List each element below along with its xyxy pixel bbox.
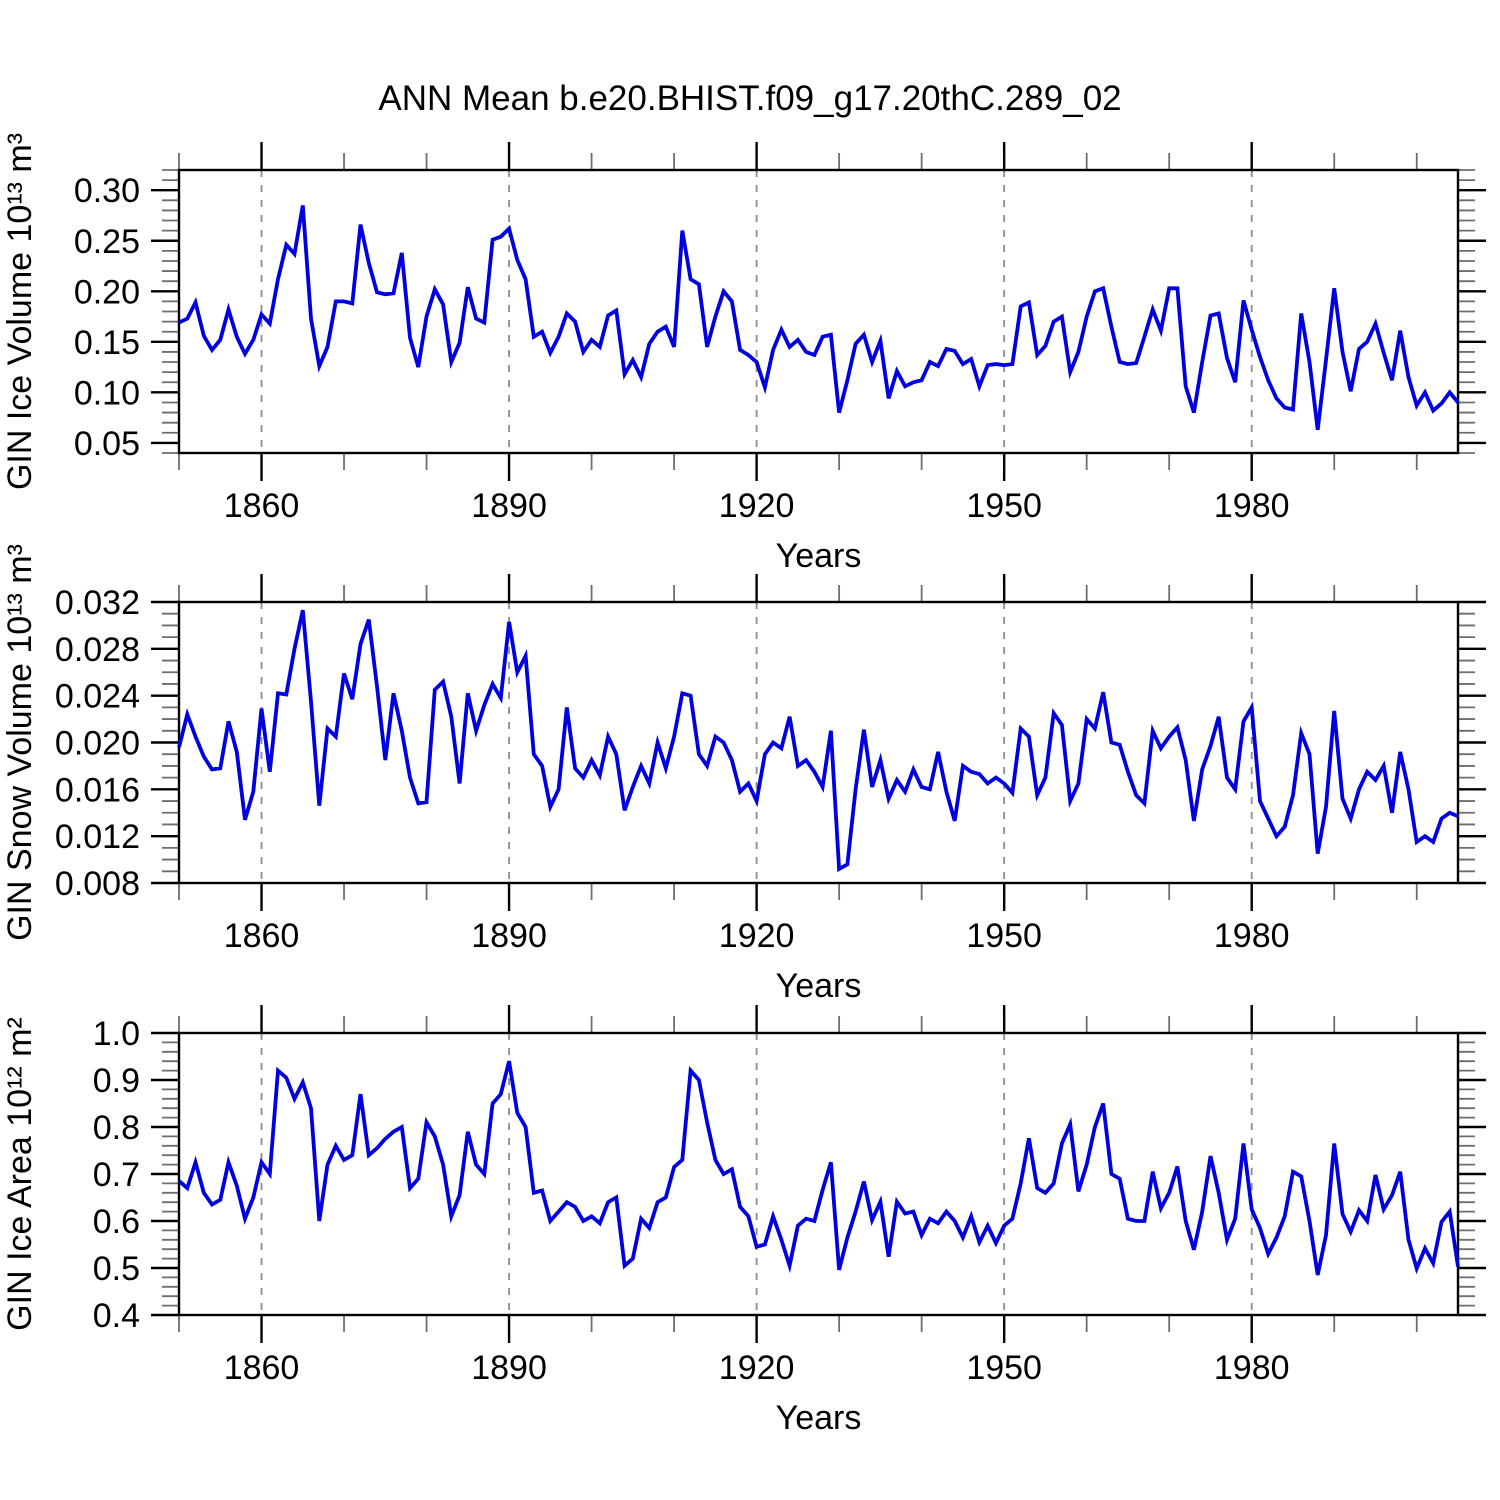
y-tick-label: 0.20 bbox=[74, 273, 140, 311]
plot-frame bbox=[177, 168, 1460, 455]
y-tick-label: 0.30 bbox=[74, 172, 140, 210]
x-tick-label: 1920 bbox=[719, 1349, 795, 1387]
y-tick-label: 0.15 bbox=[74, 324, 140, 362]
y-tick-label: 0.25 bbox=[74, 223, 140, 261]
x-axis-title: Years bbox=[776, 1399, 862, 1437]
series-line bbox=[178, 205, 1460, 431]
y-tick-label: 0.016 bbox=[55, 771, 140, 809]
plot-frame bbox=[177, 1031, 1460, 1317]
y-tick-label: 0.032 bbox=[55, 584, 140, 622]
y-tick-label: 0.012 bbox=[55, 818, 140, 856]
x-tick-label: 1890 bbox=[471, 1349, 547, 1387]
panel-gin-ice-area: 1860 1890 1920 1950 1980 0.4 0.5 0.6 0.7 0.8 0.9 1.… bbox=[1, 1005, 1486, 1437]
x-tick-label: 1920 bbox=[719, 917, 795, 955]
x-tick-label: 1860 bbox=[224, 917, 300, 955]
y-tick-label: 0.008 bbox=[55, 865, 140, 903]
series-line bbox=[177, 1060, 1460, 1276]
x-tick-label: 1980 bbox=[1214, 917, 1290, 955]
y-tick-label: 0.4 bbox=[93, 1297, 140, 1335]
y-tick-label: 0.7 bbox=[93, 1156, 140, 1194]
y-tick-label: 0.6 bbox=[93, 1203, 140, 1241]
y-tick-label: 0.020 bbox=[55, 725, 140, 763]
x-tick-label: 1950 bbox=[966, 917, 1042, 955]
x-tick-label: 1950 bbox=[966, 487, 1042, 525]
y-tick-label: 0.05 bbox=[74, 425, 140, 463]
y-tick-label: 0.5 bbox=[93, 1250, 140, 1288]
x-axis-title: Years bbox=[776, 967, 862, 1005]
x-tick-label: 1860 bbox=[224, 487, 300, 525]
figure-title: ANN Mean b.e20.BHIST.f09_g17.20thC.289_0… bbox=[378, 79, 1121, 118]
y-axis-title: GIN Ice Volume 10¹³ m³ bbox=[1, 133, 39, 490]
x-tick-label: 1860 bbox=[224, 1349, 300, 1387]
y-tick-label: 0.9 bbox=[93, 1062, 140, 1100]
y-tick-label: 1.0 bbox=[93, 1015, 140, 1053]
x-tick-label: 1920 bbox=[719, 487, 795, 525]
y-axis-title: GIN Snow Volume 10¹³ m³ bbox=[1, 544, 39, 941]
series-line bbox=[177, 609, 1459, 873]
y-tick-label: 0.028 bbox=[55, 631, 140, 669]
x-tick-label: 1980 bbox=[1214, 487, 1290, 525]
x-tick-label: 1890 bbox=[471, 487, 547, 525]
x-axis-title: Years bbox=[776, 537, 862, 575]
x-tick-label: 1980 bbox=[1214, 1349, 1290, 1387]
y-tick-label: 0.10 bbox=[74, 374, 140, 412]
y-axis-title: GIN Ice Area 10¹² m² bbox=[1, 1017, 39, 1331]
y-tick-label: 0.024 bbox=[55, 678, 140, 716]
panel-gin-snow-volume: 1860 1890 1920 1950 1980 0.008 0.012 0.016 0.020… bbox=[1, 544, 1486, 1005]
x-tick-label: 1950 bbox=[966, 1349, 1042, 1387]
panel-gin-ice-volume: 1860 1890 1920 1950 1980 0.05 0.10 0.15 0.20 0.25… bbox=[1, 133, 1486, 575]
x-tick-label: 1890 bbox=[471, 917, 547, 955]
y-tick-label: 0.8 bbox=[93, 1109, 140, 1147]
